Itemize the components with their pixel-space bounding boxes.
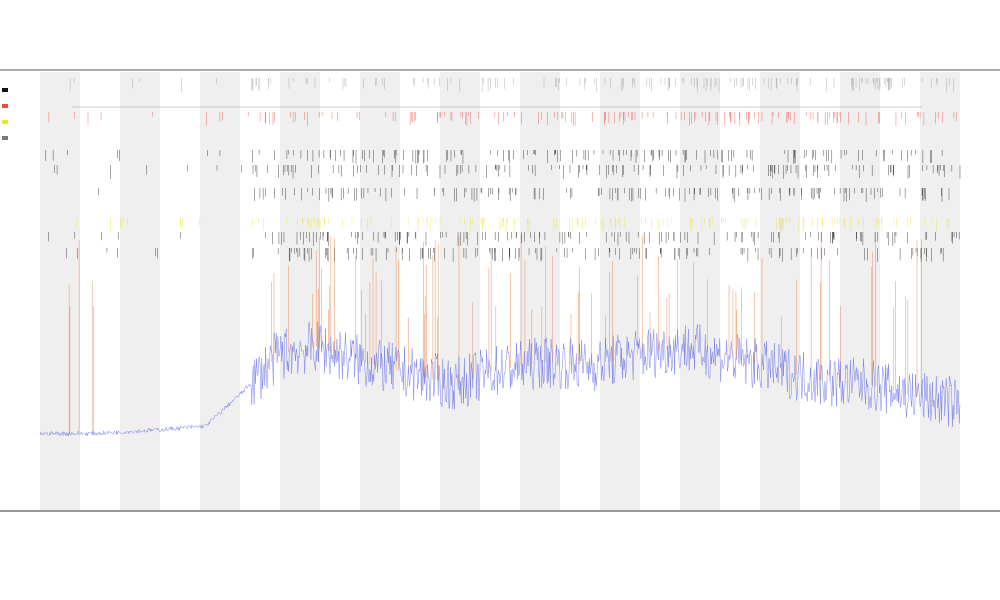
background-band xyxy=(760,72,800,510)
background-band xyxy=(600,72,640,510)
event-row xyxy=(45,150,943,164)
background-band xyxy=(520,72,560,510)
event-markers xyxy=(45,78,961,262)
background-band xyxy=(40,72,80,510)
legend xyxy=(2,82,16,146)
legend-item xyxy=(2,130,16,146)
background-band xyxy=(120,72,160,510)
legend-item xyxy=(2,114,16,130)
background-band xyxy=(440,72,480,510)
legend-item xyxy=(2,98,16,114)
plot-frame xyxy=(0,69,1000,512)
background-bands xyxy=(40,72,960,510)
event-row xyxy=(48,112,957,126)
event-row xyxy=(98,188,950,202)
event-row xyxy=(48,232,960,246)
background-band xyxy=(360,72,400,510)
background-band xyxy=(920,72,960,510)
event-row xyxy=(69,78,954,92)
background-band xyxy=(280,72,320,510)
event-row xyxy=(76,218,950,232)
background-band xyxy=(200,72,240,510)
legend-swatch xyxy=(2,136,8,140)
series-line xyxy=(39,321,961,437)
baseline-trace xyxy=(39,321,961,437)
event-row xyxy=(54,165,961,179)
legend-swatch xyxy=(2,120,8,124)
event-row xyxy=(66,248,944,262)
background-band xyxy=(840,72,880,510)
legend-item xyxy=(2,82,16,98)
legend-swatch xyxy=(2,88,8,92)
legend-swatch xyxy=(2,104,8,108)
background-band xyxy=(680,72,720,510)
